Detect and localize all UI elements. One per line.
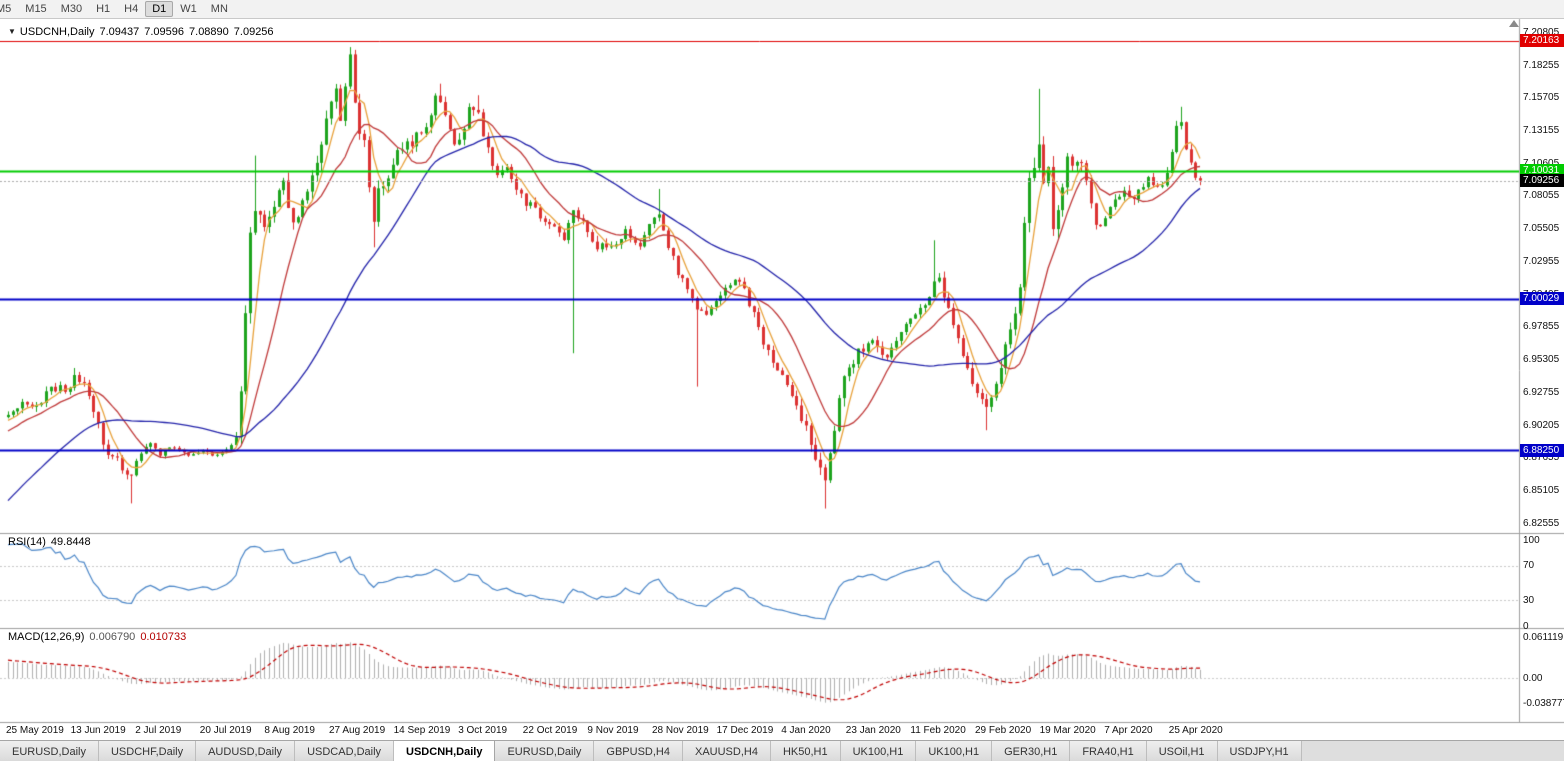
rsi-axis-label: 70 [1523, 560, 1535, 572]
macd-title: MACD(12,26,9) [8, 631, 85, 643]
price-axis-label: 7.20805 [1523, 26, 1560, 38]
chart-tab-bar: EURUSD,Daily USDCHF,Daily AUDUSD,Daily USDC… [0, 740, 1564, 761]
timeframe-button-h4[interactable]: H4 [124, 3, 139, 15]
price-axis-label: 7.02955 [1523, 255, 1560, 267]
macd-axis-label: -0.038777 [1523, 698, 1564, 710]
ohlc-high: 7.09596 [144, 26, 185, 38]
timeframe-button-mn[interactable]: MN [210, 3, 228, 15]
timeframe-button-w1[interactable]: W1 [180, 3, 197, 15]
chart-tab-eurusd-daily[interactable]: EURUSD,Daily [0, 741, 99, 761]
chart-tab-gbpusd-h4[interactable]: GBPUSD,H4 [594, 741, 683, 761]
ohlc-open: 7.09437 [99, 26, 140, 38]
date-axis-label: 9 Nov 2019 [587, 725, 639, 736]
price-tag-6.88250[interactable]: 6.88250 [1520, 443, 1564, 457]
chart-tab-audusd-daily[interactable]: AUDUSD,Daily [196, 741, 296, 761]
price-axis-label: 7.18255 [1523, 59, 1560, 71]
date-axis-label: 22 Oct 2019 [522, 725, 578, 736]
date-axis-label: 29 Feb 2020 [975, 725, 1032, 736]
timeframe-toolbar: M5 M15 M30 H1 H4 D1 W1 MN [0, 0, 1564, 19]
date-axis-label: 8 Aug 2019 [264, 725, 315, 736]
chart-symbol-period: USDCNH,Daily [19, 26, 95, 38]
chart-tab-usdcad-daily[interactable]: USDCAD,Daily [295, 741, 395, 761]
chart-tab-usdjpy-h1[interactable]: USDJPY,H1 [1217, 741, 1302, 761]
date-axis-label: 19 Mar 2020 [1039, 725, 1096, 736]
timeframe-button-m5[interactable]: M5 [0, 3, 12, 15]
price-axis-label: 6.97855 [1523, 321, 1560, 333]
scroll-to-end-icon[interactable] [1509, 20, 1519, 27]
price-axis-label: 6.82555 [1523, 517, 1560, 529]
price-axis-label: 6.87655 [1523, 452, 1560, 464]
price-tag-7.10031[interactable]: 7.10031 [1520, 164, 1564, 178]
chart-tab-eurusd-daily[interactable]: EURUSD,Daily [495, 741, 595, 761]
chart-tab-uk100-h1[interactable]: UK100,H1 [840, 741, 917, 761]
timeframe-button-h1[interactable]: H1 [96, 3, 111, 15]
timeframe-button-m30[interactable]: M30 [60, 3, 83, 15]
date-axis-label: 2 Jul 2019 [135, 725, 182, 736]
rsi-value: 49.8448 [50, 536, 91, 548]
date-axis-label: 27 Aug 2019 [329, 725, 386, 736]
symbol-dropdown-icon[interactable]: ▼ [8, 27, 16, 36]
rsi-panel-title: RSI(14) 49.8448 [8, 536, 91, 548]
rsi-title: RSI(14) [8, 536, 46, 548]
chart-tab-usoil-h1[interactable]: USOil,H1 [1146, 741, 1218, 761]
macd-axis-label: 0.00 [1523, 672, 1543, 684]
rsi-axis-label: 0 [1523, 620, 1529, 632]
price-axis-label: 7.08055 [1523, 190, 1560, 202]
chart-tab-uk100-h1[interactable]: UK100,H1 [916, 741, 993, 761]
price-axis-label: 6.85105 [1523, 485, 1560, 496]
timeframe-button-d1[interactable]: D1 [145, 1, 174, 17]
current-price-tag: 7.09256 [1520, 174, 1564, 187]
date-axis-label: 17 Dec 2019 [716, 725, 774, 736]
date-axis-label: 14 Sep 2019 [393, 725, 451, 736]
macd-axis-label: 0.061119 [1523, 632, 1564, 644]
date-axis-label: 13 Jun 2019 [70, 725, 126, 736]
date-axis-label: 23 Jan 2020 [845, 725, 901, 736]
rsi-axis-label: 100 [1523, 534, 1540, 546]
rsi-axis-label: 30 [1523, 594, 1535, 606]
chart-tab-hk50-h1[interactable]: HK50,H1 [770, 741, 841, 761]
price-tag-7.20163[interactable]: 7.20163 [1520, 34, 1564, 48]
price-axis-label: 7.15705 [1523, 92, 1560, 104]
date-axis-label: 7 Apr 2020 [1104, 725, 1153, 736]
date-axis-label: 20 Jul 2019 [199, 725, 252, 736]
price-axis-label: 7.10605 [1523, 158, 1559, 169]
price-axis-label: 6.95305 [1523, 354, 1560, 366]
macd-signal-value: 0.010733 [140, 631, 187, 643]
chart-tab-usdcnh-daily[interactable]: USDCNH,Daily [394, 741, 496, 761]
price-axis-label: 7.13155 [1523, 124, 1560, 136]
price-axis-label: 6.92755 [1523, 386, 1560, 398]
date-axis-label: 25 Apr 2020 [1168, 725, 1223, 736]
macd-panel-title: MACD(12,26,9) 0.006790 0.010733 [8, 631, 186, 643]
date-axis-label: 25 May 2019 [6, 725, 64, 736]
chart-tab-fra40-h1[interactable]: FRA40,H1 [1070, 741, 1147, 761]
chart-tab-usdchf-daily[interactable]: USDCHF,Daily [98, 741, 197, 761]
chart-tab-ger30-h1[interactable]: GER30,H1 [992, 741, 1071, 761]
date-axis-label: 11 Feb 2020 [910, 725, 966, 736]
price-tag-7.00029[interactable]: 7.00029 [1520, 292, 1564, 306]
date-axis-label: 3 Oct 2019 [458, 725, 508, 736]
macd-main-value: 0.006790 [89, 631, 136, 643]
timeframe-button-m15[interactable]: M15 [25, 3, 47, 15]
date-axis-label: 4 Jan 2020 [781, 725, 831, 736]
price-axis-label: 6.90205 [1523, 419, 1560, 431]
ohlc-close: 7.09256 [233, 26, 274, 38]
ohlc-low: 7.08890 [189, 26, 229, 38]
chart-title: ▼ USDCNH,Daily 7.09437 7.09596 7.08890 7.0925… [8, 26, 274, 38]
date-axis-label: 28 Nov 2019 [652, 725, 709, 736]
chart-tab-xauusd-h4[interactable]: XAUUSD,H4 [682, 741, 771, 761]
price-axis-label: 7.05505 [1523, 223, 1560, 235]
